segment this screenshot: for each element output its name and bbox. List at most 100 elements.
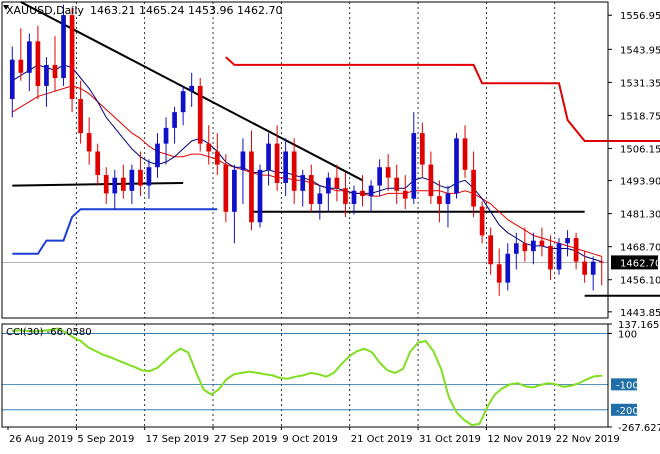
candle-body	[86, 133, 92, 152]
y-tick-label: 1506.15	[620, 144, 660, 155]
candle-body	[565, 238, 570, 244]
candle-body	[556, 243, 562, 270]
y-tick-label: 1481.30	[620, 210, 660, 221]
cci-line	[11, 327, 603, 427]
candle-body	[95, 151, 101, 176]
candle-body	[454, 138, 459, 194]
candle-body	[377, 167, 382, 186]
kijun-red-line	[225, 56, 660, 142]
candle-body	[334, 177, 340, 189]
current-price-label: 1462.70	[620, 258, 660, 269]
candle-body	[44, 64, 49, 86]
candle-body	[138, 169, 143, 186]
candle-body	[351, 190, 357, 204]
candle-body	[394, 177, 400, 191]
candle-body	[103, 175, 109, 194]
candle-body	[326, 177, 331, 194]
candle-body	[368, 185, 374, 197]
candle-body	[214, 151, 220, 165]
candle-body	[445, 193, 451, 204]
candle-body	[513, 243, 519, 254]
y-tick-label: 1543.95	[620, 45, 660, 56]
cci-tick-label: -200	[616, 406, 639, 417]
y-tick-label: 1518.75	[620, 111, 660, 122]
slow-ma-line	[12, 85, 602, 257]
candle-body	[223, 164, 229, 212]
candle-body	[505, 253, 511, 283]
candle-body	[402, 190, 408, 199]
candle-body	[232, 169, 237, 212]
candle-body	[590, 261, 596, 275]
candle-body	[35, 41, 41, 86]
candle-body	[189, 85, 195, 92]
candle-body	[462, 138, 468, 170]
cci-title: CCI(30) -66.0580	[6, 327, 92, 338]
cci-tick-label: -100	[616, 380, 639, 391]
candle-body	[155, 143, 160, 168]
y-tick-label: 1456.10	[620, 276, 660, 287]
cci-tick-label: 137.1659	[618, 320, 660, 331]
x-tick-label: 22 Nov 2019	[556, 434, 620, 445]
cci-pane-frame	[1, 323, 609, 428]
candle-body	[291, 151, 297, 191]
candle-body	[437, 196, 442, 204]
ohlc-readout: 1463.21 1465.24 1453.96 1462.70	[90, 4, 282, 17]
candle-body	[146, 167, 152, 186]
candle-body	[385, 167, 391, 178]
candle-body	[531, 240, 536, 252]
candle-body	[266, 143, 271, 170]
candle-body	[479, 206, 485, 236]
price-pane-frame	[1, 1, 609, 319]
candle-body	[27, 41, 32, 73]
candle-body	[69, 15, 75, 100]
candle-body	[172, 112, 177, 128]
x-tick-label: 12 Nov 2019	[487, 434, 551, 445]
candle-body	[129, 169, 135, 191]
candle-body	[283, 151, 288, 183]
cci-level-tag	[611, 403, 637, 416]
candle-body	[249, 151, 254, 223]
candle-body	[360, 190, 365, 197]
candle-body	[471, 169, 476, 207]
candle-body	[496, 264, 502, 283]
candle-body	[419, 133, 425, 165]
x-tick-label: 17 Sep 2019	[146, 434, 209, 445]
candle-body	[120, 177, 126, 191]
candle-body	[257, 169, 263, 223]
candle-body	[197, 85, 203, 144]
x-tick-label: 5 Sep 2019	[77, 434, 134, 445]
current-price-tag	[611, 255, 658, 270]
candle-body	[308, 175, 314, 204]
candle-body	[573, 238, 579, 262]
candle-body	[343, 188, 348, 204]
y-tick-label: 1468.70	[620, 243, 660, 254]
candle-body	[274, 143, 280, 183]
candle-body	[9, 59, 15, 100]
candle-body	[78, 99, 83, 134]
y-tick-label: 1443.85	[620, 308, 660, 319]
candle-body	[112, 177, 118, 194]
candle-body	[599, 261, 605, 263]
candle-body	[206, 143, 212, 152]
chart-title: XAUUSD,Daily	[6, 4, 84, 17]
cci-tick-label: -267.627	[618, 423, 660, 434]
collapse-triangle-icon[interactable]	[3, 5, 9, 10]
cci-level-tag	[611, 378, 637, 391]
x-tick-label: 31 Oct 2019	[419, 434, 481, 445]
candle-body	[317, 193, 323, 204]
candle-body	[52, 64, 58, 79]
x-tick-label: 9 Oct 2019	[282, 434, 337, 445]
candle-body	[539, 240, 545, 246]
x-tick-label: 26 Aug 2019	[9, 434, 73, 445]
candle-body	[488, 235, 494, 265]
cci-tick-label: 100	[618, 329, 637, 340]
candle-body	[18, 59, 24, 73]
kijun-blue-line	[12, 208, 218, 255]
y-tick-label: 1531.35	[620, 78, 660, 89]
candle-body	[522, 243, 528, 252]
candle-body	[163, 127, 169, 144]
candle-body	[61, 15, 66, 79]
